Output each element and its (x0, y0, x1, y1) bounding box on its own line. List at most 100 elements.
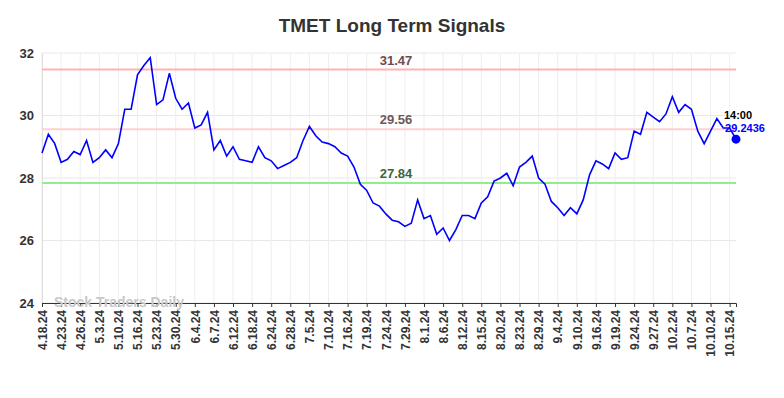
x-tick: 7.16.24 (341, 303, 355, 350)
x-tick: 6.12.24 (227, 303, 241, 350)
x-tick: 8.15.24 (475, 303, 489, 350)
x-tick: 10.15.24 (723, 303, 737, 357)
grid-line-x (634, 53, 635, 303)
x-tick: 8.1.24 (418, 303, 432, 343)
x-tick: 4.23.24 (55, 303, 69, 350)
x-tick: 10.10.24 (704, 303, 718, 357)
x-tick-label: 5.30.24 (169, 310, 183, 350)
grid-line-x (99, 53, 100, 303)
x-tick-label: 7.29.24 (399, 310, 413, 350)
grid-line-x (194, 53, 195, 303)
x-tick-label: 9.19.24 (609, 310, 623, 350)
reference-label: 31.47 (380, 53, 413, 68)
x-tick: 6.18.24 (246, 303, 260, 350)
grid-line-x (710, 53, 711, 303)
grid-line-x (347, 53, 348, 303)
x-tick: 9.4.24 (551, 303, 565, 343)
x-tick-label: 5.10.24 (112, 310, 126, 350)
x-tick: 6.4.24 (189, 303, 203, 343)
x-tick-label: 6.28.24 (284, 310, 298, 350)
grid-line-x (519, 53, 520, 303)
reference-label: 29.56 (380, 112, 413, 127)
x-tick-label: 7.24.24 (380, 310, 394, 350)
grid-line-x (672, 53, 673, 303)
reference-label: 27.84 (380, 166, 413, 181)
x-tick-label: 5.3.24 (93, 310, 107, 344)
x-tick-label: 10.2.24 (666, 310, 680, 350)
x-tick-label: 8.20.24 (494, 310, 508, 350)
y-tick-label: 26 (20, 233, 34, 248)
y-tick-label: 28 (20, 171, 34, 186)
x-tick-label: 4.26.24 (74, 310, 88, 350)
x-tick: 5.16.24 (131, 303, 145, 350)
x-tick: 8.29.24 (532, 303, 546, 350)
x-tick-label: 10.7.24 (685, 310, 699, 350)
grid-line-x (576, 53, 577, 303)
x-tick: 9.10.24 (571, 303, 585, 350)
grid-line-x (443, 53, 444, 303)
x-tick: 4.18.24 (36, 303, 50, 350)
x-axis: 4.18.24 4.23.24 4.26.24 5.3.24 5.10.24 5.16.2… (36, 303, 738, 357)
reference-line (42, 182, 736, 184)
y-axis-line (42, 54, 43, 304)
x-tick-label: 7.19.24 (360, 310, 374, 350)
x-tick-label: 5.16.24 (131, 310, 145, 350)
grid-line-x (42, 53, 43, 303)
x-tick: 8.23.24 (513, 303, 527, 350)
x-tick: 7.24.24 (380, 303, 394, 350)
grid-line-x (481, 53, 482, 303)
last-point (732, 135, 741, 144)
x-tick-label: 5.23.24 (150, 310, 164, 350)
x-tick: 8.6.24 (437, 303, 451, 343)
x-tick: 7.19.24 (360, 303, 374, 350)
y-tick-label: 32 (20, 46, 34, 61)
grid-line-x (462, 53, 463, 303)
x-tick: 6.24.24 (265, 303, 279, 350)
y-tick: 32 (20, 46, 42, 61)
grid-line-x (213, 53, 214, 303)
x-tick-label: 9.27.24 (647, 310, 661, 350)
grid-line-x (175, 53, 176, 303)
plot-area (42, 58, 741, 241)
x-tick: 9.24.24 (628, 303, 642, 350)
x-tick: 4.26.24 (74, 303, 88, 350)
x-tick: 8.12.24 (456, 303, 470, 350)
x-tick: 7.29.24 (399, 303, 413, 350)
x-tick: 7.10.24 (322, 303, 336, 350)
grid-line-x (156, 53, 157, 303)
grid-line-x (653, 53, 654, 303)
grid-line-x (615, 53, 616, 303)
grid-line-y (42, 240, 736, 241)
x-tick-label: 6.24.24 (265, 310, 279, 350)
grid-line-x (729, 53, 730, 303)
x-tick-label: 6.18.24 (246, 310, 260, 350)
x-tick-label: 8.29.24 (532, 310, 546, 350)
grid-line-x (424, 53, 425, 303)
x-tick: 8.20.24 (494, 303, 508, 350)
grid-line-x (80, 53, 81, 303)
x-tick: 10.2.24 (666, 303, 680, 350)
x-tick-label: 8.6.24 (437, 310, 451, 344)
x-tick-label: 8.12.24 (456, 310, 470, 350)
y-tick: 24 (20, 296, 42, 311)
grid-line-x (328, 53, 329, 303)
x-tick-label: 4.18.24 (36, 310, 50, 350)
x-tick-label: 9.4.24 (551, 310, 565, 344)
reference-line (42, 69, 736, 71)
x-tick-label: 10.15.24 (723, 310, 737, 357)
x-tick-label: 7.5.24 (303, 310, 317, 344)
x-tick-label: 7.10.24 (322, 310, 336, 350)
reference-line (42, 128, 736, 130)
x-tick-label: 10.10.24 (704, 310, 718, 357)
y-tick-label: 24 (20, 296, 35, 311)
grid-line-x (366, 53, 367, 303)
x-tick-label: 9.24.24 (628, 310, 642, 350)
grid-line-x (595, 53, 596, 303)
last-value-label: 29.2436 (725, 122, 765, 134)
watermark: Stock Traders Daily (54, 294, 184, 310)
x-tick: 7.5.24 (303, 303, 317, 343)
x-tick: 5.30.24 (169, 303, 183, 350)
y-tick: 28 (20, 171, 42, 186)
x-tick-label: 7.16.24 (341, 310, 355, 350)
chart: TMET Long Term Signals24262830324.18.244… (0, 0, 784, 398)
